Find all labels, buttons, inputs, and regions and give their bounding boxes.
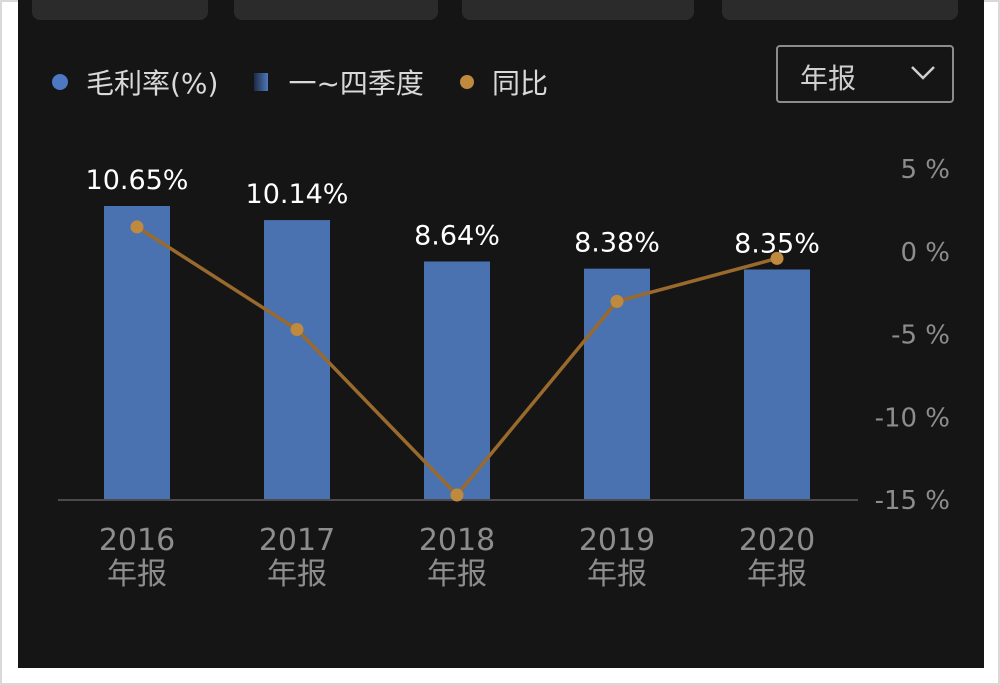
period-select[interactable]: 年报 bbox=[776, 45, 954, 103]
legend-quarters[interactable]: 一~四季度 bbox=[254, 62, 424, 102]
yoy-point[interactable] bbox=[610, 294, 624, 308]
bar-value-label: 8.35% bbox=[734, 228, 820, 259]
bar-value-label: 8.38% bbox=[574, 228, 660, 259]
yoy-point[interactable] bbox=[770, 251, 784, 265]
top-tab[interactable] bbox=[32, 0, 208, 20]
top-tab[interactable] bbox=[234, 0, 438, 20]
bar-value-label: 10.14% bbox=[246, 179, 349, 210]
chevron-down-icon bbox=[911, 66, 935, 80]
legend-yoy[interactable]: 同比 bbox=[459, 62, 548, 102]
right-axis-tick: -10 % bbox=[875, 403, 950, 433]
chart: 10.65% 10.14% 8.64% 8.38% 8.35% 5 % 0 % -5 % -1… bbox=[58, 155, 950, 592]
right-axis-tick: 5 % bbox=[900, 155, 950, 185]
yoy-point[interactable] bbox=[130, 220, 144, 234]
right-axis-tick: -5 % bbox=[891, 321, 950, 351]
right-axis-tick: -15 % bbox=[875, 486, 950, 516]
bar-value-label: 8.64% bbox=[414, 220, 500, 251]
legend-gross-margin[interactable]: 毛利率(%) bbox=[52, 62, 218, 102]
x-axis-tick: 2019 年报 bbox=[579, 523, 655, 592]
bar[interactable] bbox=[264, 220, 330, 501]
right-axis-tick: 0 % bbox=[900, 238, 950, 268]
legend-dot-icon bbox=[459, 75, 474, 89]
bar-value-label: 10.65% bbox=[86, 165, 189, 196]
bar[interactable] bbox=[744, 269, 810, 500]
x-axis-tick: 2016 年报 bbox=[99, 523, 175, 592]
legend-yoy-label: 同比 bbox=[491, 67, 548, 100]
yoy-point[interactable] bbox=[290, 323, 304, 337]
top-tab[interactable] bbox=[722, 0, 958, 20]
x-axis-tick: 2017 年报 bbox=[259, 523, 335, 592]
legend-quarters-label: 一~四季度 bbox=[288, 67, 424, 100]
legend-dot-icon bbox=[52, 74, 68, 90]
bar[interactable] bbox=[104, 206, 170, 500]
period-select-value: 年报 bbox=[800, 62, 857, 95]
chart-panel: 毛利率(%) 一~四季度 同比 年报 10.65% 10.14% 8.64% 8.38… bbox=[18, 0, 984, 668]
yoy-point[interactable] bbox=[450, 488, 464, 502]
x-axis-tick: 2020 年报 bbox=[739, 523, 815, 592]
bar[interactable] bbox=[424, 261, 490, 500]
legend-gradient-icon bbox=[254, 73, 269, 91]
legend: 毛利率(%) 一~四季度 同比 bbox=[52, 62, 584, 102]
top-tab[interactable] bbox=[462, 0, 694, 20]
x-axis-tick: 2018 年报 bbox=[419, 523, 495, 592]
legend-gross-margin-label: 毛利率(%) bbox=[86, 67, 219, 100]
